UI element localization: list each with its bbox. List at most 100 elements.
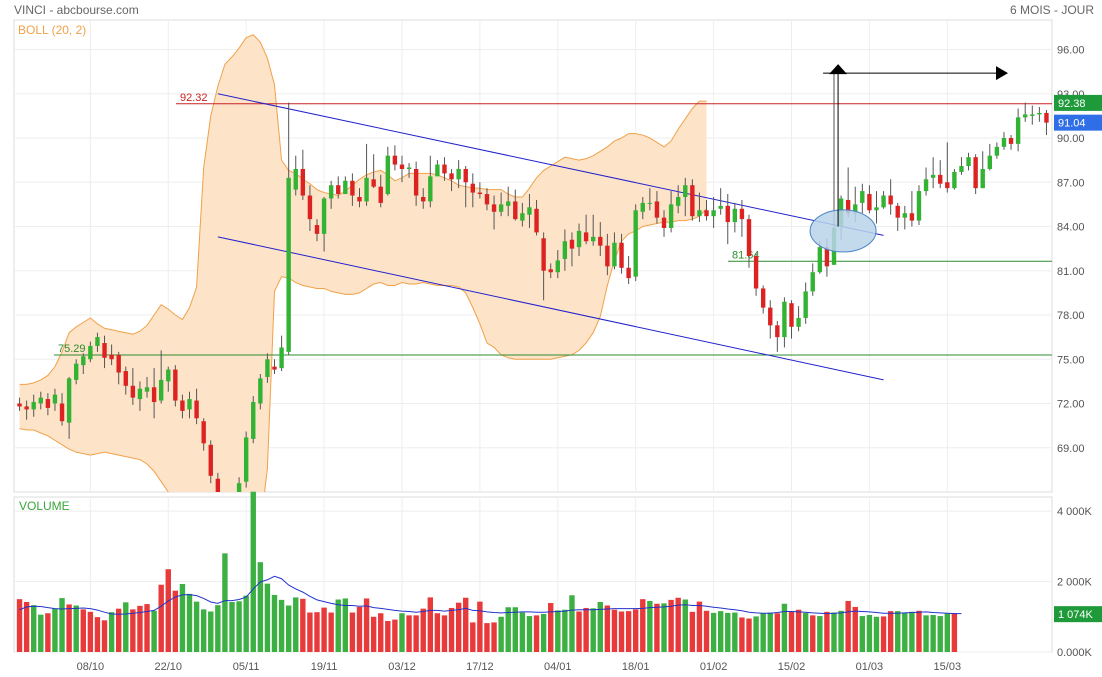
candle-body [987,155,992,169]
y-tick-label: 84.00 [1057,222,1085,234]
volume-bar [859,616,866,652]
candle-body [527,207,532,215]
volume-tick-label: 2 000K [1057,577,1093,589]
candle-body [399,164,405,169]
y-tick-label: 87.00 [1057,177,1085,189]
volume-bar [548,603,554,652]
candle-body [668,204,674,228]
candle-body [768,307,773,326]
lower-trendline [217,236,884,381]
volume-bar [654,603,660,652]
volume-bar [555,610,561,652]
candle-body [576,230,582,248]
resistance-badge: 92.38 [1058,98,1086,110]
volume-tick-label: 0.000K [1057,647,1093,659]
volume-bar [632,609,639,652]
volume-bar [788,611,795,652]
level-label: 81.64 [732,249,760,261]
candle-body [605,245,610,267]
volume-bar [420,608,426,652]
volume-bar [498,616,504,652]
level-label: 92.32 [180,92,208,104]
candle-body [321,198,327,234]
volume-bar [31,605,37,652]
volume-bar [640,599,646,652]
volume-bar [264,583,271,652]
volume-bar [392,619,398,652]
volume-bar [604,605,611,652]
volume-bar [590,608,596,652]
candle-body [569,239,575,249]
volume-bar [873,616,880,652]
candle-body [980,168,985,189]
candle-body [718,205,723,209]
volume-bar [321,607,327,652]
candle-body [166,369,171,382]
volume-bar [427,597,434,652]
candle-body [357,197,362,202]
volume-bar [285,605,292,652]
candle-body [753,256,759,289]
volume-bar [363,598,370,652]
x-tick-label: 22/10 [155,661,183,673]
candle-body [555,260,560,273]
volume-bar [200,609,207,652]
volume-bar [795,609,802,652]
volume-bar [916,610,922,652]
volume-bar [73,605,79,652]
candle-body [336,185,341,195]
candle-body [506,201,511,206]
x-tick-label: 19/11 [311,661,338,673]
candle-body [1015,117,1021,144]
volume-bar [406,615,412,652]
y-tick-label: 72.00 [1057,399,1085,411]
volume-bar [703,610,710,652]
volume-bar [52,608,58,652]
candle-body [95,337,100,346]
x-tick-label: 15/03 [934,661,962,673]
x-tick-label: 18/01 [622,661,650,673]
candle-body [243,437,249,482]
candle-body [491,204,497,212]
volume-bar [477,601,483,652]
y-tick-label: 75.00 [1057,354,1085,366]
volume-bar [647,600,653,652]
candle-body [591,236,596,242]
volume-bar [533,615,540,652]
volume-tick-label: 4 000K [1057,506,1093,518]
period-label[interactable]: 6 MOIS - JOUR [1009,3,1094,17]
bollinger-legend: BOLL (20, 2) [18,23,87,37]
y-tick-label: 96.00 [1057,45,1085,57]
volume-bar [802,612,809,652]
volume-badge: 1 074K [1058,609,1094,621]
volume-bar [583,607,589,652]
candle-body [973,157,978,189]
candle-body [675,197,681,206]
volume-bar [172,590,179,652]
up-arrowhead [829,64,848,75]
volume-bar [767,612,773,652]
candle-body [463,168,468,183]
volume-bar [923,615,929,652]
volume-bar [66,604,72,652]
x-tick-label: 17/12 [466,661,494,673]
volume-bar [519,612,526,652]
candle-body [697,210,702,217]
candle-body [293,168,298,190]
candle-body [895,205,900,218]
candle-body [456,168,461,180]
candle-body [314,225,320,234]
candle-body [45,399,51,408]
volume-bar [115,608,122,652]
candle-body [52,394,58,404]
last-price-badge-bg [1054,114,1102,131]
candle-body [435,164,440,177]
y-tick-label: 78.00 [1057,310,1085,322]
candle-body [194,400,199,419]
x-tick-label: 05/11 [233,661,260,673]
candle-body [513,201,518,220]
candle-body [258,378,263,404]
volume-bar [824,611,830,652]
candle-body [775,325,780,338]
